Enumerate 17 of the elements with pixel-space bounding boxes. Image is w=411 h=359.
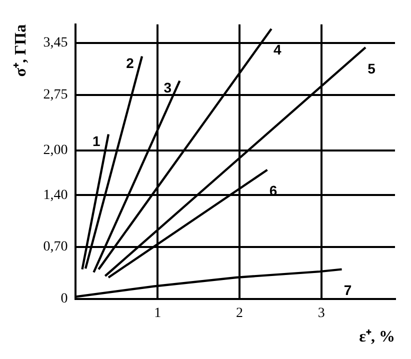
x-axis-title: ε⁺, % <box>359 328 395 346</box>
y-tick-label: 1,40 <box>43 188 68 203</box>
series-label: 2 <box>126 55 134 72</box>
x-tick-label: 3 <box>318 306 325 322</box>
y-tick-label: 0 <box>60 292 68 307</box>
y-tick-label: 3,45 <box>43 36 68 51</box>
series-label: 1 <box>92 133 101 150</box>
series-label: 7 <box>344 282 352 298</box>
series-label: 5 <box>368 60 376 76</box>
x-tick-label: 1 <box>154 306 162 322</box>
series-label: 3 <box>164 80 172 96</box>
y-tick-label: 2,00 <box>43 143 68 158</box>
y-axis-title: σ⁺, ГПа <box>12 24 30 77</box>
y-tick-label: 2,75 <box>43 88 68 103</box>
y-tick-label: 0,70 <box>43 240 68 255</box>
x-tick-label: 2 <box>236 306 243 322</box>
series-label: 4 <box>273 42 282 58</box>
